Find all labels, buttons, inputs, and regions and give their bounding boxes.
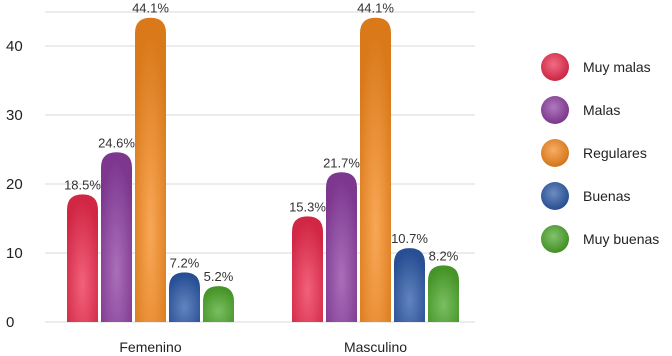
y-axis: 0 10 20 30 40 — [6, 38, 23, 331]
bar-femenino-malas — [101, 152, 132, 322]
legend-label: Muy buenas — [583, 231, 659, 247]
data-label: 18.5% — [64, 177, 101, 192]
legend-label: Malas — [583, 102, 620, 118]
bar-femenino-regulares — [135, 17, 166, 323]
y-tick-label: 0 — [6, 314, 14, 331]
y-tick-label: 40 — [6, 38, 23, 55]
legend-swatch — [541, 182, 569, 210]
data-label: 8.2% — [429, 248, 459, 263]
y-tick-label: 20 — [6, 176, 23, 193]
data-label: 5.2% — [204, 269, 234, 284]
data-label: 44.1% — [357, 1, 394, 16]
legend-swatch — [541, 139, 569, 167]
y-tick-label: 10 — [6, 245, 23, 262]
bar-masculino-muy-malas — [292, 216, 323, 322]
bar-masculino-muy-buenas — [428, 265, 459, 322]
bar-femenino-muy-malas — [67, 194, 98, 322]
legend-swatch — [541, 96, 569, 124]
data-label: 10.7% — [391, 231, 428, 246]
legend-label: Regulares — [583, 145, 647, 161]
data-labels: 18.5% 24.6% 44.1% 7.2% 5.2% 15.3% 21.7% 44.1% 10… — [64, 1, 459, 284]
data-label: 15.3% — [289, 199, 326, 214]
data-label: 44.1% — [132, 1, 169, 16]
data-label: 21.7% — [323, 155, 360, 170]
data-label: 7.2% — [170, 255, 200, 270]
data-label: 24.6% — [98, 135, 135, 150]
bar-masculino-buenas — [394, 248, 425, 322]
x-category-label: Masculino — [344, 339, 407, 355]
legend-label: Muy malas — [583, 59, 651, 75]
legend-swatch — [541, 225, 569, 253]
y-tick-label: 30 — [6, 107, 23, 124]
legend-swatch — [541, 53, 569, 81]
bar-masculino-malas — [326, 172, 357, 322]
x-category-label: Femenino — [119, 339, 181, 355]
bar-femenino-muy-buenas — [203, 286, 234, 322]
bar-femenino-buenas — [169, 272, 200, 322]
legend-label: Buenas — [583, 188, 630, 204]
bars — [67, 17, 459, 323]
x-axis: Femenino Masculino — [119, 339, 407, 355]
legend: Muy malas Malas Regulares Buenas Muy buenas — [541, 53, 659, 253]
bar-masculino-regulares — [360, 17, 391, 323]
